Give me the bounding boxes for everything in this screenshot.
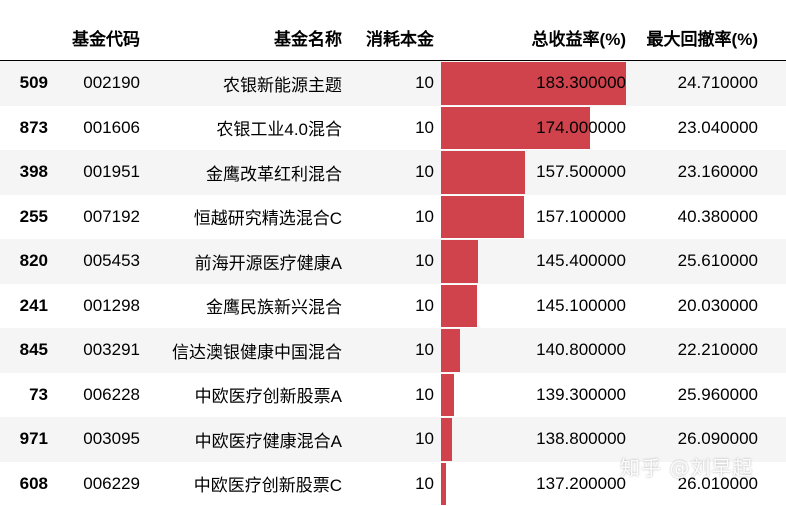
- total-return: 140.800000: [440, 328, 626, 373]
- total-return: 183.300000: [440, 61, 626, 106]
- fund-code: 006229: [48, 462, 140, 506]
- row-index: 398: [0, 150, 48, 195]
- principal: 10: [342, 239, 434, 284]
- total-return: 137.200000: [440, 462, 626, 506]
- principal: 10: [342, 284, 434, 329]
- fund-code: 003095: [48, 417, 140, 462]
- max-drawdown: 25.960000: [626, 373, 758, 418]
- row-index: 73: [0, 373, 48, 418]
- principal: 10: [342, 195, 434, 240]
- row-index: 255: [0, 195, 48, 240]
- row-index: 873: [0, 106, 48, 151]
- fund-name: 前海开源医疗健康A: [140, 239, 342, 284]
- fund-code: 002190: [48, 61, 140, 106]
- total-return: 157.100000: [440, 195, 626, 240]
- header-total-return: 总收益率(%): [440, 14, 626, 60]
- total-return: 145.100000: [440, 284, 626, 329]
- header-index: [0, 14, 48, 60]
- max-drawdown: 23.040000: [626, 106, 758, 151]
- fund-name: 中欧医疗创新股票C: [140, 462, 342, 506]
- fund-code: 006228: [48, 373, 140, 418]
- max-drawdown: 20.030000: [626, 284, 758, 329]
- principal: 10: [342, 150, 434, 195]
- row-index: 241: [0, 284, 48, 329]
- header-fund-code: 基金代码: [48, 14, 140, 60]
- principal: 10: [342, 328, 434, 373]
- row-index: 608: [0, 462, 48, 506]
- row-index: 971: [0, 417, 48, 462]
- table-header: 基金代码 基金名称 消耗本金 总收益率(%) 最大回撤率(%): [0, 14, 786, 61]
- fund-name: 农银新能源主题: [140, 61, 342, 106]
- principal: 10: [342, 417, 434, 462]
- principal: 10: [342, 462, 434, 506]
- principal: 10: [342, 61, 434, 106]
- principal: 10: [342, 106, 434, 151]
- total-return: 139.300000: [440, 373, 626, 418]
- total-return: 174.000000: [440, 106, 626, 151]
- row-index: 509: [0, 61, 48, 106]
- fund-code: 005453: [48, 239, 140, 284]
- max-drawdown: 22.210000: [626, 328, 758, 373]
- fund-name: 金鹰民族新兴混合: [140, 284, 342, 329]
- max-drawdown: 40.380000: [626, 195, 758, 240]
- header-principal: 消耗本金: [342, 14, 434, 60]
- fund-code: 007192: [48, 195, 140, 240]
- fund-name: 中欧医疗健康混合A: [140, 417, 342, 462]
- fund-code: 001951: [48, 150, 140, 195]
- fund-code: 003291: [48, 328, 140, 373]
- fund-name: 信达澳银健康中国混合: [140, 328, 342, 373]
- fund-name: 中欧医疗创新股票A: [140, 373, 342, 418]
- header-fund-name: 基金名称: [140, 14, 342, 60]
- total-return: 145.400000: [440, 239, 626, 284]
- fund-code: 001606: [48, 106, 140, 151]
- max-drawdown: 25.610000: [626, 239, 758, 284]
- header-max-drawdown: 最大回撤率(%): [626, 14, 758, 60]
- row-index: 845: [0, 328, 48, 373]
- max-drawdown: 23.160000: [626, 150, 758, 195]
- watermark: 知乎 @刘早起: [620, 452, 753, 481]
- fund-name: 农银工业4.0混合: [140, 106, 342, 151]
- row-index: 820: [0, 239, 48, 284]
- total-return: 138.800000: [440, 417, 626, 462]
- fund-code: 001298: [48, 284, 140, 329]
- max-drawdown: 24.710000: [626, 61, 758, 106]
- fund-name: 恒越研究精选混合C: [140, 195, 342, 240]
- total-return: 157.500000: [440, 150, 626, 195]
- fund-name: 金鹰改革红利混合: [140, 150, 342, 195]
- principal: 10: [342, 373, 434, 418]
